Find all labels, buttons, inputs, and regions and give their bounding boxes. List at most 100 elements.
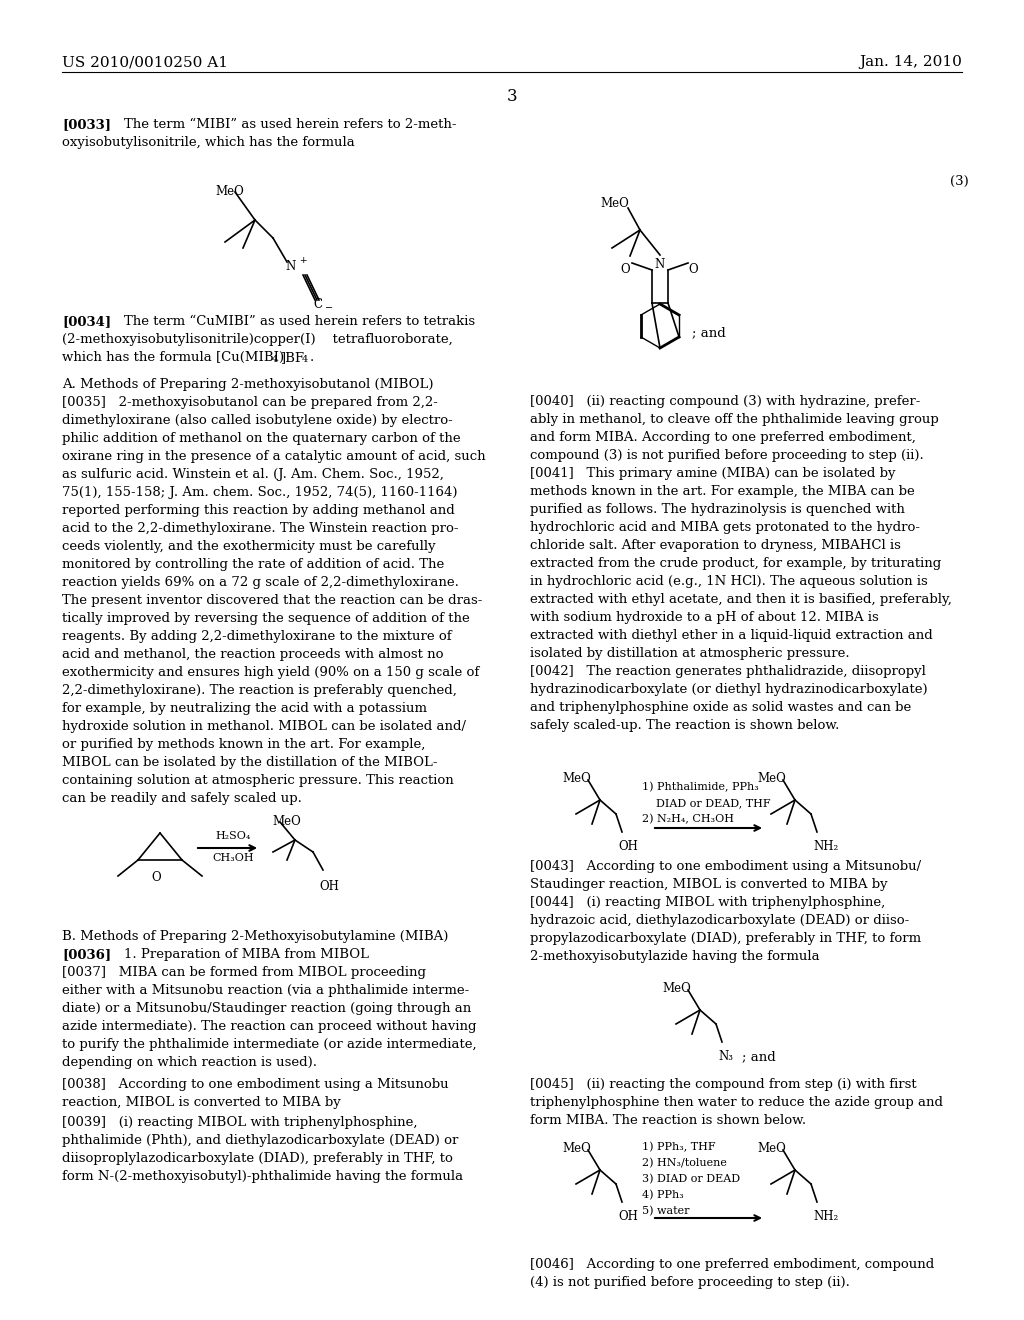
Text: tically improved by reversing the sequence of addition of the: tically improved by reversing the sequen… xyxy=(62,612,470,624)
Text: to purify the phthalimide intermediate (or azide intermediate,: to purify the phthalimide intermediate (… xyxy=(62,1038,476,1051)
Text: which has the formula [Cu(MIBI): which has the formula [Cu(MIBI) xyxy=(62,351,284,364)
Text: chloride salt. After evaporation to dryness, MIBAHCl is: chloride salt. After evaporation to dryn… xyxy=(530,539,901,552)
Text: ]BF: ]BF xyxy=(280,351,304,364)
Text: [0044]   (i) reacting MIBOL with triphenylphosphine,: [0044] (i) reacting MIBOL with triphenyl… xyxy=(530,896,886,909)
Text: can be readily and safely scaled up.: can be readily and safely scaled up. xyxy=(62,792,302,805)
Text: and triphenylphosphine oxide as solid wastes and can be: and triphenylphosphine oxide as solid wa… xyxy=(530,701,911,714)
Text: CH₃OH: CH₃OH xyxy=(212,853,254,863)
Text: DIAD or DEAD, THF: DIAD or DEAD, THF xyxy=(656,799,771,808)
Text: The term “MIBI” as used herein refers to 2-meth-: The term “MIBI” as used herein refers to… xyxy=(124,117,457,131)
Text: [0046]   According to one preferred embodiment, compound: [0046] According to one preferred embodi… xyxy=(530,1258,934,1271)
Text: either with a Mitsunobu reaction (via a phthalimide interme-: either with a Mitsunobu reaction (via a … xyxy=(62,983,469,997)
Text: OH: OH xyxy=(618,840,638,853)
Text: oxyisobutylisonitrile, which has the formula: oxyisobutylisonitrile, which has the for… xyxy=(62,136,354,149)
Text: containing solution at atmospheric pressure. This reaction: containing solution at atmospheric press… xyxy=(62,774,454,787)
Text: [0035]   2-methoxyisobutanol can be prepared from 2,2-: [0035] 2-methoxyisobutanol can be prepar… xyxy=(62,396,438,409)
Text: oxirane ring in the presence of a catalytic amount of acid, such: oxirane ring in the presence of a cataly… xyxy=(62,450,485,463)
Text: philic addition of methanol on the quaternary carbon of the: philic addition of methanol on the quate… xyxy=(62,432,461,445)
Text: in hydrochloric acid (e.g., 1N HCl). The aqueous solution is: in hydrochloric acid (e.g., 1N HCl). The… xyxy=(530,576,928,587)
Text: for example, by neutralizing the acid with a potassium: for example, by neutralizing the acid wi… xyxy=(62,702,427,715)
Text: extracted with diethyl ether in a liquid-liquid extraction and: extracted with diethyl ether in a liquid… xyxy=(530,630,933,642)
Text: O: O xyxy=(152,871,161,884)
Text: isolated by distillation at atmospheric pressure.: isolated by distillation at atmospheric … xyxy=(530,647,850,660)
Text: acid and methanol, the reaction proceeds with almost no: acid and methanol, the reaction proceeds… xyxy=(62,648,443,661)
Text: extracted with ethyl acetate, and then it is basified, preferably,: extracted with ethyl acetate, and then i… xyxy=(530,593,952,606)
Text: MeO: MeO xyxy=(562,1142,591,1155)
Text: OH: OH xyxy=(618,1210,638,1224)
Text: 2-methoxyisobutylazide having the formula: 2-methoxyisobutylazide having the formul… xyxy=(530,950,819,964)
Text: diate) or a Mitsunobu/Staudinger reaction (going through an: diate) or a Mitsunobu/Staudinger reactio… xyxy=(62,1002,471,1015)
Text: C: C xyxy=(313,298,322,312)
Text: N: N xyxy=(655,257,666,271)
Text: as sulfuric acid. Winstein et al. (J. Am. Chem. Soc., 1952,: as sulfuric acid. Winstein et al. (J. Am… xyxy=(62,469,443,480)
Text: 1) PPh₃, THF: 1) PPh₃, THF xyxy=(642,1142,716,1152)
Text: [0043]   According to one embodiment using a Mitsunobu/: [0043] According to one embodiment using… xyxy=(530,861,922,873)
Text: US 2010/0010250 A1: US 2010/0010250 A1 xyxy=(62,55,228,69)
Text: hydrazinodicarboxylate (or diethyl hydrazinodicarboxylate): hydrazinodicarboxylate (or diethyl hydra… xyxy=(530,682,928,696)
Text: O: O xyxy=(688,263,697,276)
Text: O: O xyxy=(620,263,630,276)
Text: reaction, MIBOL is converted to MIBA by: reaction, MIBOL is converted to MIBA by xyxy=(62,1096,341,1109)
Text: N: N xyxy=(285,260,295,273)
Text: with sodium hydroxide to a pH of about 12. MIBA is: with sodium hydroxide to a pH of about 1… xyxy=(530,611,879,624)
Text: purified as follows. The hydrazinolysis is quenched with: purified as follows. The hydrazinolysis … xyxy=(530,503,905,516)
Text: safely scaled-up. The reaction is shown below.: safely scaled-up. The reaction is shown … xyxy=(530,719,840,733)
Text: compound (3) is not purified before proceeding to step (ii).: compound (3) is not purified before proc… xyxy=(530,449,924,462)
Text: MeO: MeO xyxy=(600,197,629,210)
Text: (3): (3) xyxy=(950,176,969,187)
Text: triphenylphosphine then water to reduce the azide group and: triphenylphosphine then water to reduce … xyxy=(530,1096,943,1109)
Text: [0042]   The reaction generates phthalidrazide, diisopropyl: [0042] The reaction generates phthalidra… xyxy=(530,665,926,678)
Text: [0041]   This primary amine (MIBA) can be isolated by: [0041] This primary amine (MIBA) can be … xyxy=(530,467,896,480)
Text: N₃: N₃ xyxy=(718,1049,733,1063)
Text: NH₂: NH₂ xyxy=(813,840,839,853)
Text: A. Methods of Preparing 2-methoxyisobutanol (MIBOL): A. Methods of Preparing 2-methoxyisobuta… xyxy=(62,378,433,391)
Text: 1. Preparation of MIBA from MIBOL: 1. Preparation of MIBA from MIBOL xyxy=(124,948,369,961)
Text: phthalimide (Phth), and diethylazodicarboxylate (DEAD) or: phthalimide (Phth), and diethylazodicarb… xyxy=(62,1134,459,1147)
Text: (4) is not purified before proceeding to step (ii).: (4) is not purified before proceeding to… xyxy=(530,1276,850,1290)
Text: 3) DIAD or DEAD: 3) DIAD or DEAD xyxy=(642,1173,740,1184)
Text: dimethyloxirane (also called isobutylene oxide) by electro-: dimethyloxirane (also called isobutylene… xyxy=(62,414,453,426)
Text: (2-methoxyisobutylisonitrile)copper(I)    tetrafluoroborate,: (2-methoxyisobutylisonitrile)copper(I) t… xyxy=(62,333,453,346)
Text: [0040]   (ii) reacting compound (3) with hydrazine, prefer-: [0040] (ii) reacting compound (3) with h… xyxy=(530,395,921,408)
Text: acid to the 2,2-dimethyloxirane. The Winstein reaction pro-: acid to the 2,2-dimethyloxirane. The Win… xyxy=(62,521,459,535)
Text: 1) Phthalimide, PPh₃: 1) Phthalimide, PPh₃ xyxy=(642,781,759,792)
Text: OH: OH xyxy=(319,880,339,894)
Text: and form MIBA. According to one preferred embodiment,: and form MIBA. According to one preferre… xyxy=(530,432,915,444)
Text: [0037]   MIBA can be formed from MIBOL proceeding: [0037] MIBA can be formed from MIBOL pro… xyxy=(62,966,426,979)
Text: [0034]: [0034] xyxy=(62,315,112,327)
Text: 2) HN₃/toluene: 2) HN₃/toluene xyxy=(642,1158,727,1168)
Text: MIBOL can be isolated by the distillation of the MIBOL-: MIBOL can be isolated by the distillatio… xyxy=(62,756,437,770)
Text: Jan. 14, 2010: Jan. 14, 2010 xyxy=(859,55,962,69)
Text: [0039]   (i) reacting MIBOL with triphenylphosphine,: [0039] (i) reacting MIBOL with triphenyl… xyxy=(62,1115,418,1129)
Text: monitored by controlling the rate of addition of acid. The: monitored by controlling the rate of add… xyxy=(62,558,444,572)
Text: hydrochloric acid and MIBA gets protonated to the hydro-: hydrochloric acid and MIBA gets protonat… xyxy=(530,521,920,535)
Text: form N-(2-methoxyisobutyl)-phthalimide having the formula: form N-(2-methoxyisobutyl)-phthalimide h… xyxy=(62,1170,463,1183)
Text: 2,2-dimethyloxirane). The reaction is preferably quenched,: 2,2-dimethyloxirane). The reaction is pr… xyxy=(62,684,457,697)
Text: MeO: MeO xyxy=(215,185,244,198)
Text: [0033]: [0033] xyxy=(62,117,111,131)
Text: or purified by methods known in the art. For example,: or purified by methods known in the art.… xyxy=(62,738,425,751)
Text: 75(1), 155-158; J. Am. chem. Soc., 1952, 74(5), 1160-1164): 75(1), 155-158; J. Am. chem. Soc., 1952,… xyxy=(62,486,458,499)
Text: ceeds violently, and the exothermicity must be carefully: ceeds violently, and the exothermicity m… xyxy=(62,540,435,553)
Text: hydroxide solution in methanol. MIBOL can be isolated and/: hydroxide solution in methanol. MIBOL ca… xyxy=(62,719,466,733)
Text: 5) water: 5) water xyxy=(642,1206,689,1216)
Text: +: + xyxy=(299,256,306,265)
Text: diisoproplylazodicarboxylate (DIAD), preferably in THF, to: diisoproplylazodicarboxylate (DIAD), pre… xyxy=(62,1152,453,1166)
Text: exothermicity and ensures high yield (90% on a 150 g scale of: exothermicity and ensures high yield (90… xyxy=(62,667,479,678)
Text: reported performing this reaction by adding methanol and: reported performing this reaction by add… xyxy=(62,504,455,517)
Text: Staudinger reaction, MIBOL is converted to MIBA by: Staudinger reaction, MIBOL is converted … xyxy=(530,878,888,891)
Text: 2) N₂H₄, CH₃OH: 2) N₂H₄, CH₃OH xyxy=(642,814,734,825)
Text: hydrazoic acid, diethylazodicarboxylate (DEAD) or diiso-: hydrazoic acid, diethylazodicarboxylate … xyxy=(530,913,909,927)
Text: 4: 4 xyxy=(272,355,279,364)
Text: MeO: MeO xyxy=(562,772,591,785)
Text: 3: 3 xyxy=(507,88,517,106)
Text: reagents. By adding 2,2-dimethyloxirane to the mixture of: reagents. By adding 2,2-dimethyloxirane … xyxy=(62,630,452,643)
Text: MeO: MeO xyxy=(757,772,785,785)
Text: methods known in the art. For example, the MIBA can be: methods known in the art. For example, t… xyxy=(530,484,914,498)
Text: .: . xyxy=(310,351,314,364)
Text: azide intermediate). The reaction can proceed without having: azide intermediate). The reaction can pr… xyxy=(62,1020,476,1034)
Text: [0045]   (ii) reacting the compound from step (i) with first: [0045] (ii) reacting the compound from s… xyxy=(530,1078,916,1092)
Text: NH₂: NH₂ xyxy=(813,1210,839,1224)
Text: The present inventor discovered that the reaction can be dras-: The present inventor discovered that the… xyxy=(62,594,482,607)
Text: MeO: MeO xyxy=(757,1142,785,1155)
